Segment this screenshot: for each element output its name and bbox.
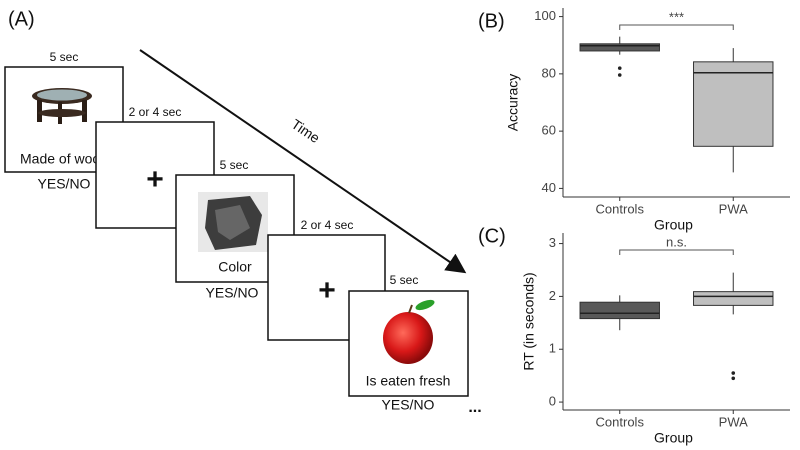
x-tick-label: Controls: [596, 414, 645, 429]
ellipsis: ...: [468, 399, 481, 416]
box: [693, 61, 774, 147]
y-axis-title: Accuracy: [505, 74, 521, 132]
y-tick-label: 0: [549, 394, 556, 409]
time-arrow: [139, 49, 467, 274]
significance-label: n.s.: [666, 234, 687, 249]
frame: 5 sec Color YES/NO: [175, 158, 295, 301]
y-tick-label: 100: [534, 8, 556, 23]
duration: 5 sec: [390, 273, 419, 287]
panel-label: (A): [8, 8, 35, 30]
outlier: [731, 376, 736, 381]
panel-label: (C): [478, 225, 506, 247]
y-tick-label: 1: [549, 341, 556, 356]
fixation-cross: +: [318, 274, 336, 307]
fixation-cross: +: [146, 163, 164, 196]
duration: 2 or 4 sec: [301, 218, 354, 232]
duration: 2 or 4 sec: [129, 105, 182, 119]
table-image: [32, 88, 92, 124]
outlier: [731, 371, 736, 375]
outlier: [617, 66, 622, 70]
x-tick-label: PWA: [719, 201, 748, 216]
response: YES/NO: [382, 397, 435, 413]
x-tick-label: Controls: [596, 201, 645, 216]
duration: 5 sec: [50, 50, 79, 64]
apple-image: [383, 299, 435, 364]
response: YES/NO: [38, 176, 91, 192]
caption: Color: [218, 259, 252, 275]
significance-bracket: [619, 24, 734, 30]
response: YES/NO: [206, 285, 259, 301]
y-tick-label: 80: [542, 65, 556, 80]
x-axis-title: Group: [654, 217, 693, 233]
scrambled-image: [198, 192, 268, 252]
caption: Made of wood: [20, 151, 108, 167]
box: [579, 301, 660, 320]
y-tick-label: 2: [549, 288, 556, 303]
x-axis-title: Group: [654, 430, 693, 446]
y-tick-label: 40: [542, 180, 556, 195]
significance-bracket: [619, 249, 734, 255]
significance-label: ***: [669, 9, 684, 24]
caption: Is eaten fresh: [366, 373, 451, 389]
box: [693, 291, 774, 306]
frame: 2 or 4 sec +: [267, 218, 386, 341]
box: [579, 43, 660, 52]
y-tick-label: 3: [549, 235, 556, 250]
panel-label: (B): [478, 10, 505, 32]
time-label: Time: [289, 116, 323, 146]
outlier: [617, 73, 622, 77]
duration: 5 sec: [220, 158, 249, 172]
y-tick-label: 60: [542, 123, 556, 138]
x-tick-label: PWA: [719, 414, 748, 429]
y-axis-title: RT (in seconds): [521, 272, 537, 370]
frame: 5 sec Is eaten fresh YES/NO: [348, 273, 469, 413]
